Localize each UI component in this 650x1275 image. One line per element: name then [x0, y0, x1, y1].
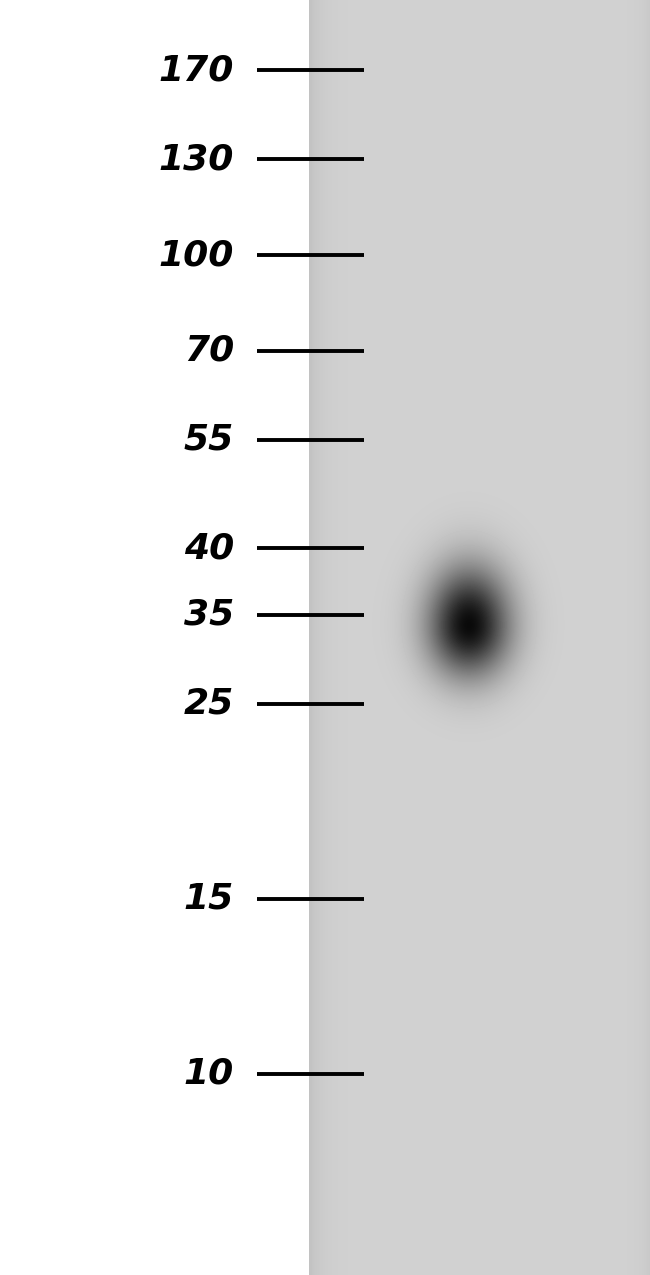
Text: 15: 15 [184, 882, 234, 915]
Text: 25: 25 [184, 687, 234, 720]
Text: 130: 130 [159, 143, 234, 176]
Text: 35: 35 [184, 598, 234, 631]
Text: 100: 100 [159, 238, 234, 272]
Text: 70: 70 [184, 334, 234, 367]
Text: 40: 40 [184, 532, 234, 565]
Text: 170: 170 [159, 54, 234, 87]
Text: 10: 10 [184, 1057, 234, 1090]
Text: 55: 55 [184, 423, 234, 456]
